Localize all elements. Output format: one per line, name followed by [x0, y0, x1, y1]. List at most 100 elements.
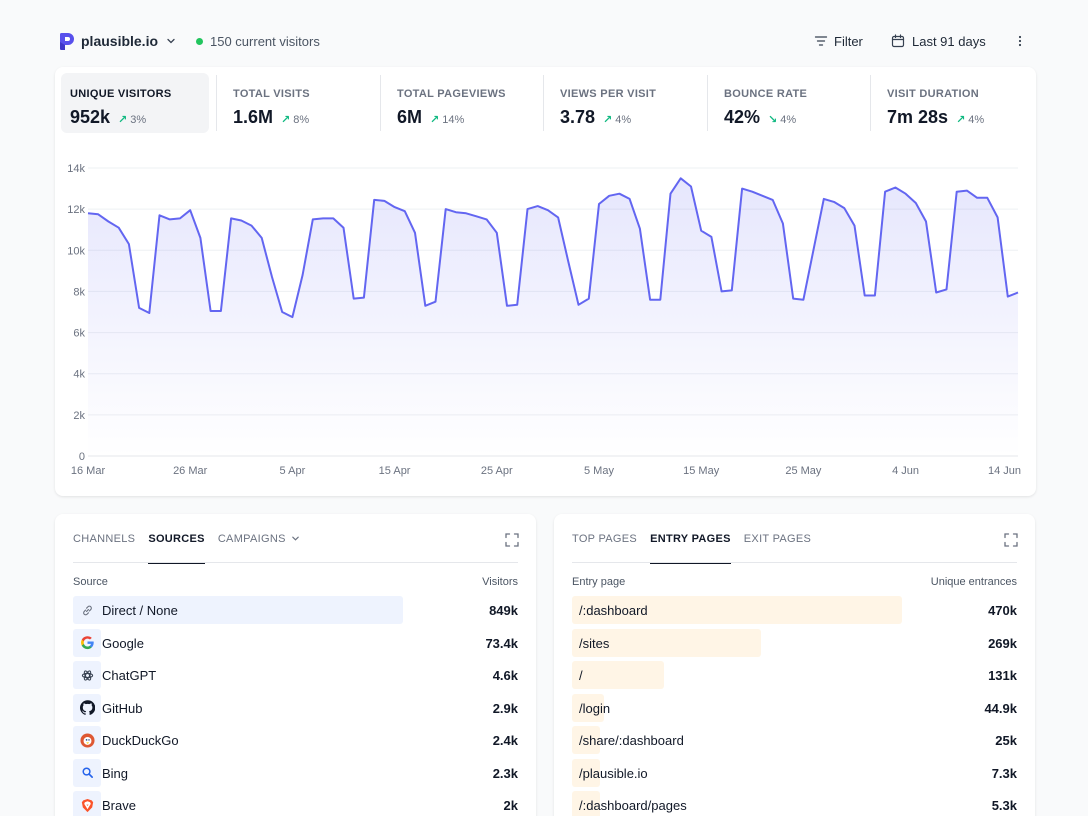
chart-point[interactable] [759, 192, 767, 200]
chart-point[interactable] [268, 273, 276, 281]
chart-point[interactable] [380, 197, 388, 205]
chart-point[interactable] [360, 294, 368, 302]
chart-point[interactable] [391, 203, 399, 211]
chart-point[interactable] [104, 218, 112, 226]
chart-point[interactable] [636, 225, 644, 233]
entry-page-row[interactable]: /:dashboard 470k [572, 595, 1017, 628]
chart-point[interactable] [789, 295, 797, 303]
chart-point[interactable] [667, 190, 675, 198]
chart-point[interactable] [820, 195, 828, 203]
chart-point[interactable] [472, 212, 480, 220]
more-options-button[interactable] [1010, 30, 1030, 52]
chart-point[interactable] [912, 199, 920, 207]
chart-point[interactable] [973, 194, 981, 202]
chart-point[interactable] [851, 222, 859, 230]
chart-point[interactable] [1014, 289, 1022, 297]
chart-point[interactable] [748, 188, 756, 196]
entry-page-row[interactable]: /sites 269k [572, 628, 1017, 661]
chart-point[interactable] [769, 196, 777, 204]
chart-point[interactable] [135, 304, 143, 312]
metric-total-visits[interactable]: TOTAL VISITS 1.6M ↗ 8% [216, 73, 374, 133]
chart-point[interactable] [963, 187, 971, 195]
entry-page-row[interactable]: /share/:dashboard 25k [572, 725, 1017, 758]
chart-point[interactable] [278, 308, 286, 316]
chart-point[interactable] [840, 204, 848, 212]
source-row[interactable]: DuckDuckGo 2.4k [73, 725, 518, 758]
chart-point[interactable] [340, 224, 348, 232]
chart-point[interactable] [554, 213, 562, 221]
chart-point[interactable] [493, 229, 501, 237]
chart-point[interactable] [196, 234, 204, 242]
chart-point[interactable] [411, 229, 419, 237]
chart-point[interactable] [983, 194, 991, 202]
chart-point[interactable] [258, 234, 266, 242]
chart-point[interactable] [156, 211, 164, 219]
entry-page-row[interactable]: /:dashboard/pages 5.3k [572, 790, 1017, 816]
column-header-visitors[interactable]: Visitors [482, 576, 518, 588]
chart-point[interactable] [370, 196, 378, 204]
chart-point[interactable] [575, 301, 583, 309]
chart-point[interactable] [891, 184, 899, 192]
chart-point[interactable] [779, 220, 787, 228]
chart-point[interactable] [186, 206, 194, 214]
chart-point[interactable] [932, 289, 940, 297]
period-picker[interactable]: Last 91 days [891, 28, 986, 54]
tab-exit-pages[interactable]: EXIT PAGES [743, 532, 812, 545]
expand-icon[interactable] [505, 533, 519, 547]
source-row[interactable]: Bing 2.3k [73, 758, 518, 791]
chart-point[interactable] [166, 215, 174, 223]
chart-point[interactable] [830, 198, 838, 206]
chart-point[interactable] [462, 209, 470, 217]
chart-point[interactable] [595, 200, 603, 208]
chart-point[interactable] [217, 307, 225, 315]
chart-point[interactable] [248, 222, 256, 230]
chart-point[interactable] [1004, 293, 1012, 301]
chart-point[interactable] [421, 302, 429, 310]
chart-point[interactable] [626, 195, 634, 203]
chart-point[interactable] [585, 295, 593, 303]
chart-point[interactable] [861, 292, 869, 300]
chart-point[interactable] [524, 205, 532, 213]
site-switcher[interactable]: plausible.io [60, 28, 176, 54]
chart-point[interactable] [288, 313, 296, 321]
chart-point[interactable] [94, 210, 102, 218]
chart-point[interactable] [513, 301, 521, 309]
source-row[interactable]: Google 73.4k [73, 628, 518, 661]
chart-point[interactable] [881, 188, 889, 196]
chart-point[interactable] [677, 174, 685, 182]
chart-point[interactable] [646, 296, 654, 304]
chart-point[interactable] [309, 215, 317, 223]
chart-point[interactable] [442, 205, 450, 213]
current-visitors[interactable]: 150 current visitors [196, 28, 320, 54]
chart-point[interactable] [953, 188, 961, 196]
tab-campaigns[interactable]: CAMPAIGNS [218, 514, 300, 563]
chart-point[interactable] [922, 218, 930, 226]
entry-page-row[interactable]: / 131k [572, 660, 1017, 693]
chart-point[interactable] [871, 292, 879, 300]
chart-point[interactable] [115, 224, 123, 232]
chart-point[interactable] [207, 307, 215, 315]
tab-channels[interactable]: CHANNELS [73, 532, 136, 545]
chart-point[interactable] [299, 271, 307, 279]
chart-point[interactable] [227, 214, 235, 222]
chart-point[interactable] [125, 240, 133, 248]
source-row[interactable]: GitHub 2.9k [73, 693, 518, 726]
chart-point[interactable] [84, 209, 92, 217]
chart-point[interactable] [432, 298, 440, 306]
entry-page-row[interactable]: /plausible.io 7.3k [572, 758, 1017, 791]
metric-visit-duration[interactable]: VISIT DURATION 7m 28s ↗ 4% [870, 73, 1028, 133]
chart-point[interactable] [237, 217, 245, 225]
tab-entry-pages[interactable]: ENTRY PAGES [650, 514, 731, 564]
chart-point[interactable] [656, 296, 664, 304]
tab-sources[interactable]: SOURCES [148, 514, 205, 564]
chart-point[interactable] [483, 215, 491, 223]
chart-point[interactable] [902, 190, 910, 198]
chart-point[interactable] [401, 207, 409, 215]
source-row[interactable]: Brave 2k [73, 790, 518, 816]
chart-point[interactable] [943, 285, 951, 293]
chart-point[interactable] [718, 287, 726, 295]
metric-views-per-visit[interactable]: VIEWS PER VISIT 3.78 ↗ 4% [543, 73, 701, 133]
chart-point[interactable] [994, 213, 1002, 221]
entry-page-row[interactable]: /login 44.9k [572, 693, 1017, 726]
chart-point[interactable] [615, 190, 623, 198]
